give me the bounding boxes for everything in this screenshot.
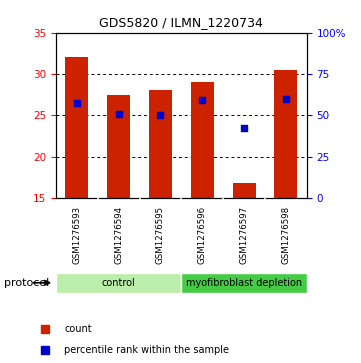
Bar — [232, 183, 256, 198]
Text: GSM1276596: GSM1276596 — [198, 206, 207, 264]
Text: GSM1276595: GSM1276595 — [156, 206, 165, 264]
Text: GSM1276597: GSM1276597 — [240, 206, 249, 264]
Bar — [149, 90, 172, 198]
Point — [199, 98, 205, 103]
Point — [283, 96, 289, 102]
Point — [158, 113, 164, 118]
Bar — [274, 70, 297, 198]
Text: percentile rank within the sample: percentile rank within the sample — [64, 345, 229, 355]
Bar — [181, 273, 307, 293]
Bar — [56, 273, 181, 293]
Text: myofibroblast depletion: myofibroblast depletion — [186, 278, 302, 288]
Bar — [65, 57, 88, 198]
Text: GDS5820 / ILMN_1220734: GDS5820 / ILMN_1220734 — [99, 16, 262, 29]
Point — [241, 125, 247, 131]
Point — [74, 100, 80, 106]
Text: GSM1276598: GSM1276598 — [282, 206, 291, 264]
Point — [116, 111, 122, 117]
Bar — [107, 95, 130, 198]
Text: GSM1276594: GSM1276594 — [114, 206, 123, 264]
Text: control: control — [102, 278, 135, 288]
Text: GSM1276593: GSM1276593 — [72, 206, 81, 264]
Text: protocol: protocol — [4, 278, 49, 288]
Bar — [191, 82, 214, 198]
Text: count: count — [64, 324, 92, 334]
